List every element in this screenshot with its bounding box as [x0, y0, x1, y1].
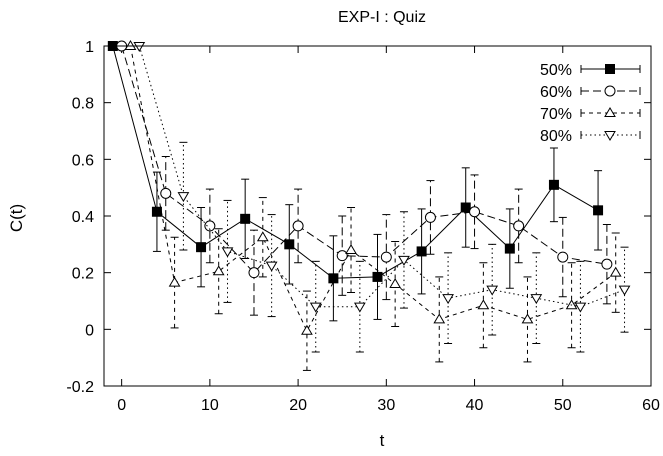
data-point — [486, 285, 499, 296]
y-tick-label: 0.6 — [72, 152, 94, 169]
data-point — [168, 276, 181, 287]
legend-marker — [604, 107, 616, 117]
data-point — [424, 211, 436, 223]
legend: 50% 60% 70% 80% — [540, 62, 641, 145]
data-point — [618, 285, 631, 296]
data-point — [265, 261, 278, 272]
data-point — [309, 302, 322, 313]
data-point — [521, 313, 534, 324]
x-tick-label: 0 — [117, 397, 126, 414]
data-point — [398, 255, 410, 266]
data-point — [460, 202, 471, 213]
legend-label: 60% — [540, 84, 572, 101]
data-point — [345, 244, 357, 254]
x-tick-label: 40 — [466, 397, 484, 414]
x-tick-label: 30 — [377, 397, 395, 414]
legend-marker — [604, 85, 616, 97]
data-point — [601, 258, 613, 270]
series-filled-square — [107, 41, 604, 322]
data-point — [284, 239, 295, 250]
data-point — [177, 192, 190, 203]
legend-label: 50% — [540, 62, 572, 79]
legend-label: 80% — [540, 128, 572, 145]
data-point — [151, 206, 162, 217]
x-tick-label: 10 — [201, 397, 219, 414]
data-point — [221, 247, 234, 258]
legend-marker — [605, 64, 615, 74]
data-point — [609, 266, 622, 277]
data-point — [513, 220, 525, 232]
data-point — [336, 250, 348, 262]
series-line — [121, 45, 607, 274]
data-point — [548, 179, 559, 190]
data-point — [240, 213, 251, 224]
data-point — [353, 302, 366, 313]
series-open-triangle-up — [124, 40, 622, 371]
y-tick-label: 0.4 — [72, 209, 94, 226]
series-open-circle — [116, 40, 613, 316]
data-point — [442, 294, 454, 305]
data-point — [256, 231, 269, 242]
y-tick-label: 0 — [85, 322, 94, 339]
x-axis-label: t — [380, 431, 385, 450]
data-point — [372, 271, 383, 282]
data-point — [389, 278, 402, 288]
data-point — [416, 246, 427, 257]
data-point — [301, 324, 313, 335]
series-line — [112, 45, 599, 279]
y-axis-label: C(t) — [7, 204, 26, 232]
data-point — [504, 243, 515, 254]
data-point — [574, 302, 587, 313]
data-point — [433, 313, 446, 324]
data-point — [593, 205, 604, 216]
plot-frame — [103, 45, 652, 387]
data-point — [204, 220, 216, 232]
data-point — [328, 273, 339, 284]
data-point — [196, 242, 207, 253]
y-tick-label: 0.2 — [72, 266, 94, 283]
x-tick-label: 60 — [642, 397, 660, 414]
legend-label: 70% — [540, 106, 572, 123]
data-point — [557, 251, 569, 263]
data-point — [248, 267, 260, 279]
series-open-triangle-down — [133, 42, 631, 353]
x-tick-label: 50 — [554, 397, 572, 414]
legend-marker — [604, 131, 616, 141]
y-tick-label: 1 — [85, 39, 94, 56]
data-point — [160, 187, 172, 199]
data-point — [530, 294, 543, 305]
data-point — [477, 299, 490, 310]
chart-title: EXP-I : Quiz — [338, 9, 426, 26]
data-point — [133, 42, 146, 52]
data-point — [380, 251, 392, 263]
data-point — [292, 220, 304, 232]
x-tick-label: 20 — [289, 397, 307, 414]
series-line — [138, 45, 625, 308]
data-point — [469, 206, 481, 218]
data-point — [212, 265, 225, 276]
data-point — [124, 40, 137, 50]
plot-area: 0 10 20 30 40 50 60 -0.2 0 0.2 0.4 0.6 0.8 1 — [66, 39, 660, 414]
y-tick-label: -0.2 — [66, 379, 94, 396]
y-tick-label: 0.8 — [72, 96, 94, 113]
